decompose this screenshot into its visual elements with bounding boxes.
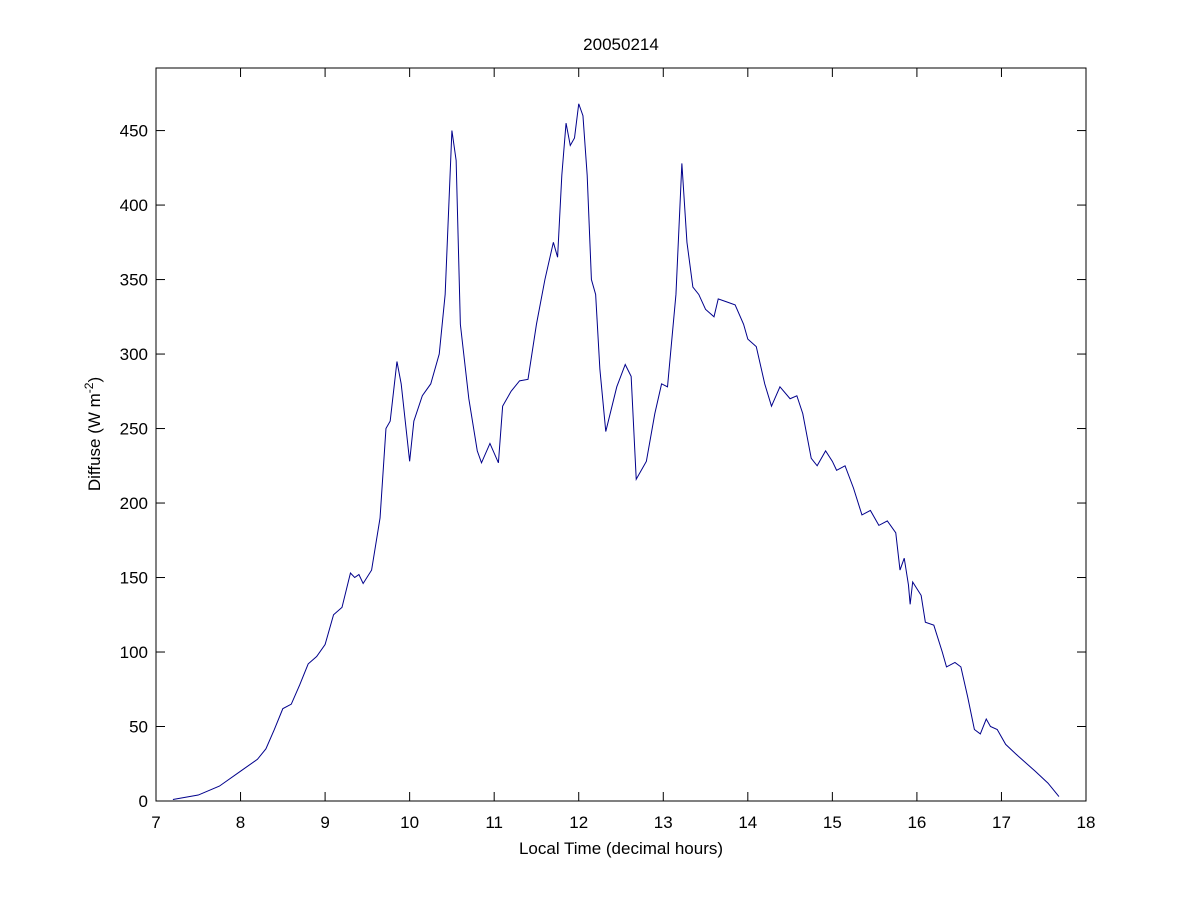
y-tick-label: 50 (129, 718, 148, 737)
y-tick-label: 300 (120, 345, 148, 364)
x-tick-label: 8 (236, 813, 245, 832)
x-tick-label: 14 (738, 813, 757, 832)
x-tick-label: 17 (992, 813, 1011, 832)
y-axis-label: Diffuse (W m-2) (82, 377, 104, 491)
x-tick-label: 11 (485, 813, 503, 832)
y-label-text: Diffuse (W m (85, 393, 104, 491)
y-tick-label: 200 (120, 494, 148, 513)
x-tick-label: 18 (1077, 813, 1096, 832)
x-axis-label: Local Time (decimal hours) (519, 839, 723, 858)
x-tick-label: 10 (400, 813, 419, 832)
y-tick-label: 150 (120, 569, 148, 588)
x-tick-label: 12 (569, 813, 588, 832)
x-tick-label: 15 (823, 813, 842, 832)
x-tick-label: 7 (151, 813, 160, 832)
data-line (172, 103, 1060, 801)
y-label-superscript: -2 (82, 382, 96, 393)
plot-frame (155, 67, 1087, 802)
y-tick-label: 350 (120, 271, 148, 290)
x-tick-label: 9 (320, 813, 329, 832)
y-tick-label: 250 (120, 420, 148, 439)
y-tick-label: 450 (120, 122, 148, 141)
y-label-suffix: ) (85, 377, 104, 383)
x-tick-label: 16 (907, 813, 926, 832)
chart-title: 20050214 (583, 35, 659, 54)
y-tick-label: 100 (120, 643, 148, 662)
y-tick-label: 0 (139, 792, 148, 811)
x-tick-label: 13 (654, 813, 673, 832)
y-tick-label: 400 (120, 196, 148, 215)
